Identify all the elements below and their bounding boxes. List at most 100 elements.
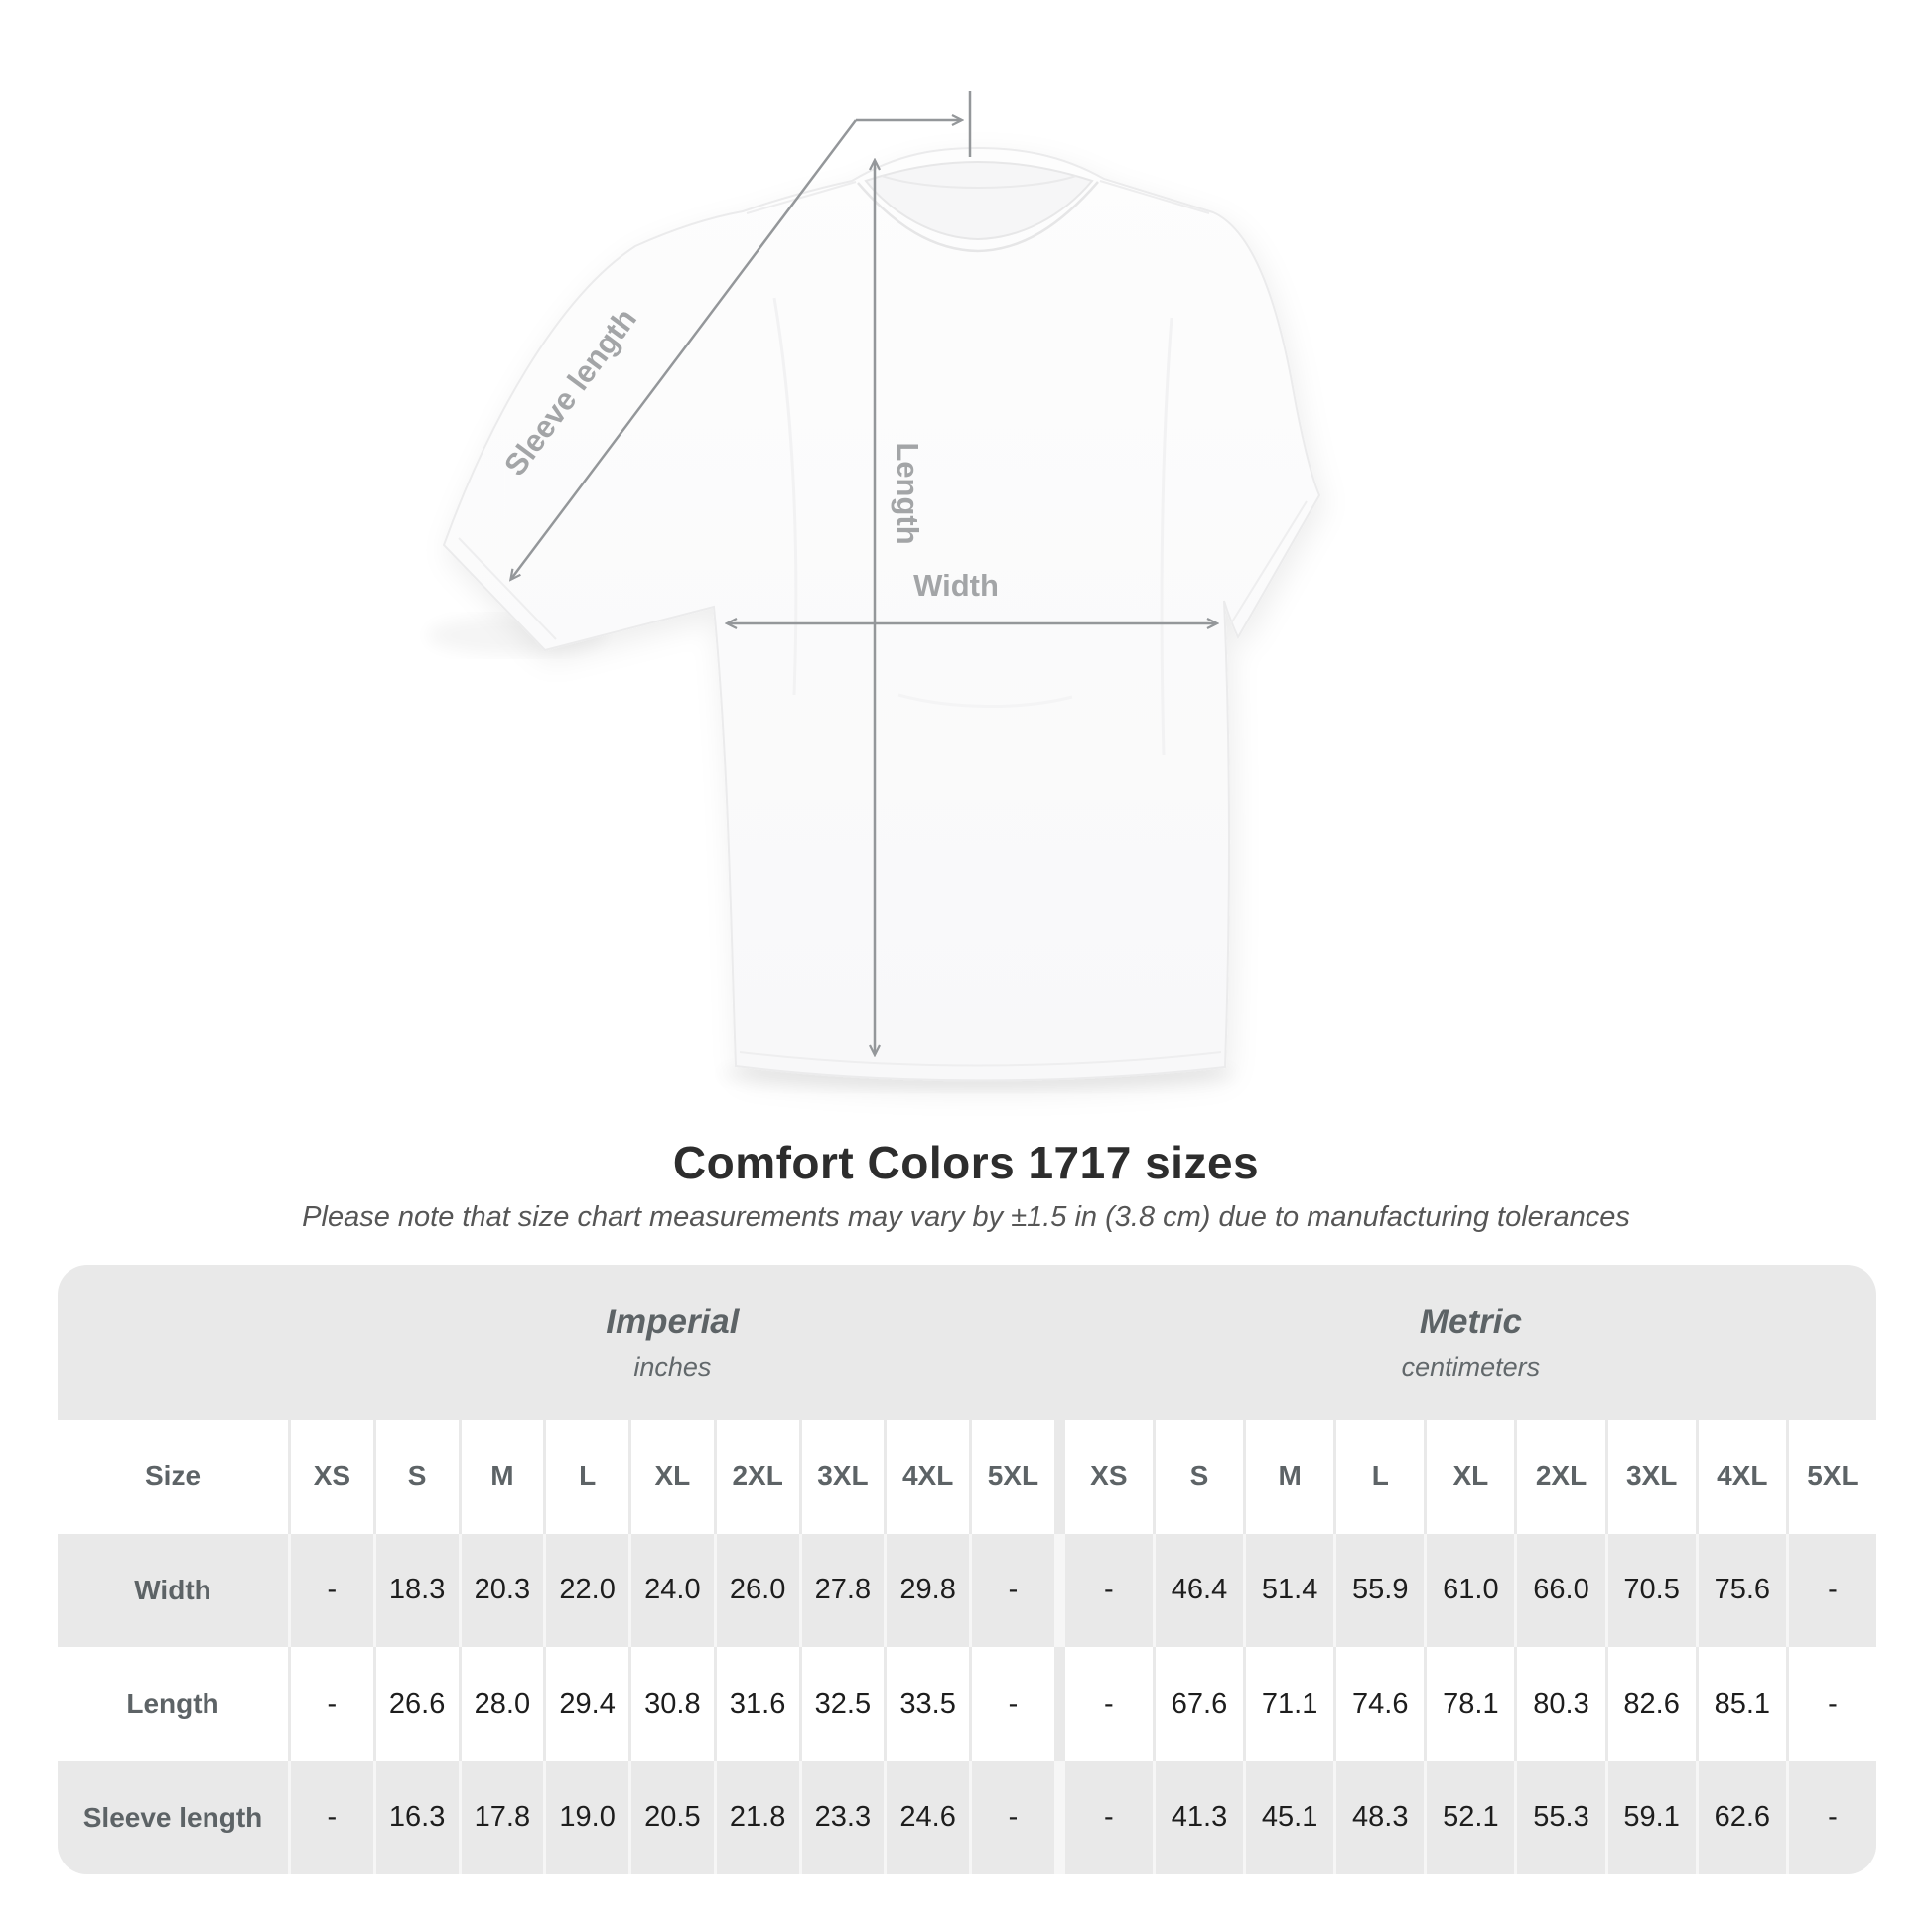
value-imperial: 26.0 — [716, 1533, 799, 1647]
value-metric: 66.0 — [1517, 1533, 1605, 1647]
size-chart-card: Imperial inches Metric centimeters Size X… — [58, 1265, 1876, 1874]
sleeve-length-arrow — [511, 119, 857, 579]
value-imperial: - — [972, 1647, 1054, 1761]
size-column-header-metric: XL — [1427, 1420, 1515, 1534]
row-label: Width — [58, 1533, 288, 1647]
size-column-header-metric: 5XL — [1788, 1420, 1876, 1534]
value-metric: - — [1788, 1760, 1876, 1874]
size-column-header-metric: XS — [1064, 1420, 1153, 1534]
row-label: Length — [58, 1647, 288, 1761]
size-column-header-metric: 2XL — [1517, 1420, 1605, 1534]
imperial-label: Imperial — [606, 1302, 740, 1341]
size-column-header-imperial: S — [375, 1420, 459, 1534]
unit-group-header-row: Imperial inches Metric centimeters — [58, 1265, 1876, 1420]
value-imperial: 29.4 — [546, 1647, 629, 1761]
value-imperial: - — [291, 1760, 373, 1874]
value-metric: - — [1788, 1647, 1876, 1761]
imperial-unit-label: inches — [633, 1351, 712, 1382]
value-metric: 85.1 — [1698, 1647, 1786, 1761]
size-corner-header: Size — [58, 1420, 288, 1534]
width-label: Width — [913, 568, 999, 603]
value-metric: 67.6 — [1155, 1647, 1244, 1761]
group-separator — [1057, 1761, 1062, 1875]
value-metric: 74.6 — [1336, 1647, 1425, 1761]
shirt-illustration — [442, 146, 1321, 1082]
tolerance-note: Please note that size chart measurements… — [302, 1201, 1630, 1233]
value-metric: 55.9 — [1336, 1533, 1425, 1647]
size-column-header-imperial: 3XL — [801, 1420, 885, 1534]
value-metric: 62.6 — [1698, 1760, 1786, 1874]
value-imperial: - — [972, 1760, 1054, 1874]
size-header-row: Size XS S M L XL 2XL 3XL 4XL 5XL XS S M L XL 2XL 3XL 4XL 5… — [58, 1420, 1876, 1534]
value-imperial: 24.0 — [631, 1533, 714, 1647]
value-metric: 52.1 — [1427, 1760, 1515, 1874]
size-column-header-metric: S — [1155, 1420, 1244, 1534]
metric-label: Metric — [1419, 1302, 1522, 1341]
value-imperial: 19.0 — [546, 1760, 629, 1874]
tshirt-measurement-diagram: Sleeve length Length Width — [427, 91, 1321, 1090]
size-column-header-metric: L — [1336, 1420, 1425, 1534]
size-column-header-metric: 4XL — [1698, 1420, 1786, 1534]
value-imperial: 28.0 — [461, 1647, 544, 1761]
value-imperial: 33.5 — [887, 1647, 970, 1761]
value-imperial: - — [972, 1533, 1054, 1647]
row-label: Sleeve length — [58, 1760, 288, 1874]
size-table: Size XS S M L XL 2XL 3XL 4XL 5XL XS S M L XL 2XL 3XL 4XL 5… — [58, 1420, 1876, 1874]
value-metric: 48.3 — [1336, 1760, 1425, 1874]
value-metric: - — [1064, 1533, 1153, 1647]
measurement-row: Width -18.3 20.3 22.0 24.0 26.0 27.8 29.8- -46.4… — [58, 1533, 1876, 1648]
value-imperial: 29.8 — [887, 1533, 970, 1647]
value-metric: 46.4 — [1155, 1533, 1244, 1647]
value-metric: 61.0 — [1427, 1533, 1515, 1647]
size-column-header-imperial: M — [461, 1420, 544, 1534]
value-metric: - — [1064, 1647, 1153, 1761]
value-metric: 80.3 — [1517, 1647, 1605, 1761]
value-imperial: 18.3 — [375, 1533, 459, 1647]
value-imperial: 23.3 — [801, 1760, 885, 1874]
value-imperial: 26.6 — [375, 1647, 459, 1761]
size-column-header-metric: 3XL — [1607, 1420, 1696, 1534]
value-imperial: 21.8 — [716, 1760, 799, 1874]
value-imperial: 17.8 — [461, 1760, 544, 1874]
value-metric: 75.6 — [1698, 1533, 1786, 1647]
metric-group-header: Metric centimeters — [1065, 1303, 1876, 1383]
size-column-header-imperial: 4XL — [887, 1420, 970, 1534]
group-separator — [1057, 1647, 1062, 1761]
length-label: Length — [891, 442, 925, 544]
value-metric: 45.1 — [1246, 1760, 1334, 1874]
measurement-row: Length -26.6 28.0 29.4 30.8 31.6 32.5 33.5- -67.… — [58, 1647, 1876, 1761]
value-metric: 59.1 — [1607, 1760, 1696, 1874]
value-metric: 78.1 — [1427, 1647, 1515, 1761]
value-metric: 41.3 — [1155, 1760, 1244, 1874]
value-metric: - — [1064, 1760, 1153, 1874]
measurement-row: Sleeve length -16.3 17.8 19.0 20.5 21.8 23.3 24… — [58, 1760, 1876, 1875]
value-imperial: 32.5 — [801, 1647, 885, 1761]
value-metric: 71.1 — [1246, 1647, 1334, 1761]
value-imperial: 20.5 — [631, 1760, 714, 1874]
size-column-header-imperial: XL — [631, 1420, 714, 1534]
size-column-header-imperial: L — [546, 1420, 629, 1534]
value-imperial: 31.6 — [716, 1647, 799, 1761]
value-metric: - — [1788, 1533, 1876, 1647]
metric-unit-label: centimeters — [1401, 1351, 1541, 1382]
size-column-header-imperial: XS — [291, 1420, 373, 1534]
value-metric: 82.6 — [1607, 1647, 1696, 1761]
size-column-header-imperial: 5XL — [972, 1420, 1054, 1534]
value-metric: 51.4 — [1246, 1533, 1334, 1647]
size-column-header-imperial: 2XL — [716, 1420, 799, 1534]
page-title: Comfort Colors 1717 sizes — [672, 1137, 1260, 1188]
size-column-header-metric: M — [1246, 1420, 1334, 1534]
group-separator — [1057, 1420, 1062, 1534]
value-imperial: 16.3 — [375, 1760, 459, 1874]
value-imperial: 22.0 — [546, 1533, 629, 1647]
value-imperial: 24.6 — [887, 1760, 970, 1874]
value-metric: 55.3 — [1517, 1760, 1605, 1874]
value-metric: 70.5 — [1607, 1533, 1696, 1647]
value-imperial: - — [291, 1647, 373, 1761]
imperial-group-header: Imperial inches — [291, 1303, 1054, 1383]
value-imperial: 20.3 — [461, 1533, 544, 1647]
value-imperial: 30.8 — [631, 1647, 714, 1761]
group-separator — [1057, 1534, 1062, 1648]
value-imperial: - — [291, 1533, 373, 1647]
